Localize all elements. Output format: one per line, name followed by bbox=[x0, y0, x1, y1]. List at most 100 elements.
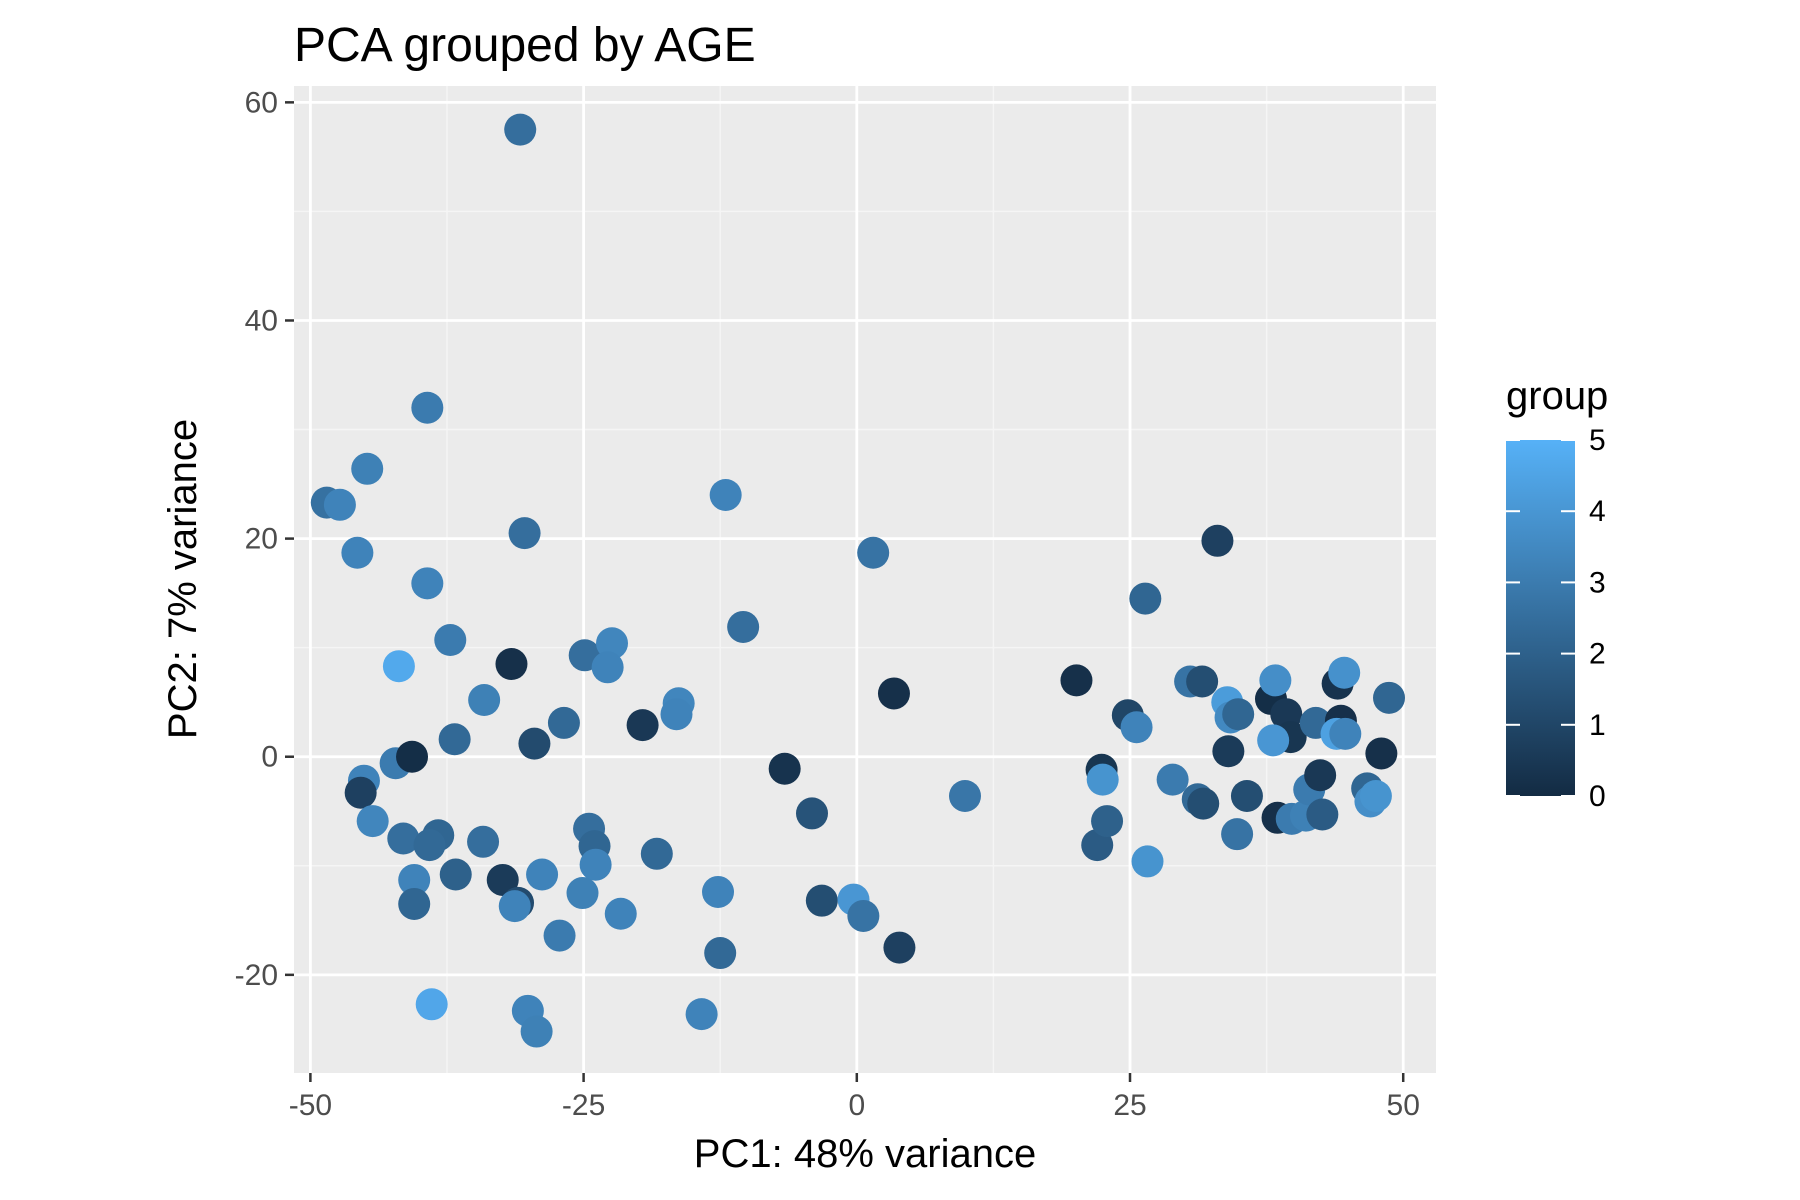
x-tick-label: 50 bbox=[1387, 1089, 1420, 1122]
x-axis-title: PC1: 48% variance bbox=[694, 1132, 1036, 1176]
data-point bbox=[434, 624, 467, 657]
data-point bbox=[847, 899, 880, 932]
data-point bbox=[1259, 664, 1292, 697]
legend-tick-label: 3 bbox=[1589, 566, 1606, 599]
data-point bbox=[857, 536, 890, 569]
data-point bbox=[1304, 759, 1337, 792]
data-point bbox=[508, 517, 541, 550]
data-point bbox=[356, 805, 389, 838]
data-point bbox=[709, 478, 742, 511]
data-point bbox=[626, 709, 659, 742]
data-point bbox=[438, 723, 471, 756]
data-point bbox=[1060, 664, 1093, 697]
data-point bbox=[1131, 845, 1164, 878]
data-point bbox=[1373, 681, 1406, 714]
data-point bbox=[768, 752, 801, 785]
data-point bbox=[591, 651, 624, 684]
legend-tick-label: 2 bbox=[1589, 638, 1606, 671]
data-point bbox=[702, 875, 735, 908]
legend-tick-label: 1 bbox=[1589, 709, 1606, 742]
data-point bbox=[1257, 724, 1290, 757]
data-point bbox=[640, 837, 673, 870]
data-point bbox=[467, 825, 500, 858]
data-point bbox=[660, 698, 693, 731]
data-point bbox=[1129, 582, 1162, 615]
grid-minor bbox=[294, 86, 1436, 1073]
data-point bbox=[1086, 763, 1119, 796]
data-point bbox=[387, 822, 420, 855]
data-points bbox=[310, 113, 1406, 1048]
data-point bbox=[398, 887, 431, 920]
data-point bbox=[727, 610, 760, 643]
data-point bbox=[495, 648, 528, 681]
legend: group 0 1 2 3 4 5 bbox=[1506, 374, 1608, 813]
y-axis: -20 0 20 40 60 bbox=[235, 86, 294, 992]
y-tick-label: 0 bbox=[261, 741, 278, 774]
x-tick-label: 0 bbox=[848, 1089, 865, 1122]
y-axis-title: PC2: 7% variance bbox=[161, 419, 205, 739]
legend-colorbar bbox=[1506, 440, 1575, 796]
y-tick-label: 40 bbox=[245, 304, 278, 337]
data-point bbox=[604, 897, 637, 930]
data-point bbox=[1156, 763, 1189, 796]
x-tick-label: -50 bbox=[289, 1089, 332, 1122]
x-tick-label: -25 bbox=[562, 1089, 605, 1122]
legend-title: group bbox=[1506, 374, 1608, 418]
y-tick-label: 60 bbox=[245, 86, 278, 119]
data-point bbox=[877, 677, 910, 710]
data-point bbox=[520, 1015, 553, 1048]
data-point bbox=[805, 884, 838, 917]
data-point bbox=[486, 863, 519, 896]
data-point bbox=[504, 113, 537, 146]
data-point bbox=[579, 848, 612, 881]
data-point bbox=[566, 877, 599, 910]
legend-ticks: 0 1 2 3 4 5 bbox=[1506, 424, 1606, 813]
data-point bbox=[1081, 829, 1114, 862]
data-point bbox=[704, 937, 737, 970]
data-point bbox=[1201, 524, 1234, 557]
data-point bbox=[1365, 737, 1398, 770]
data-point bbox=[415, 988, 448, 1021]
data-point bbox=[411, 391, 444, 424]
legend-tick-label: 0 bbox=[1589, 780, 1606, 813]
data-point bbox=[518, 727, 551, 760]
data-point bbox=[1186, 665, 1219, 698]
data-point bbox=[1306, 798, 1339, 831]
data-point bbox=[883, 931, 916, 964]
data-point bbox=[547, 706, 580, 739]
data-point bbox=[382, 650, 415, 683]
data-point bbox=[543, 919, 576, 952]
data-point bbox=[398, 863, 431, 896]
data-point bbox=[685, 998, 718, 1031]
data-point bbox=[498, 890, 531, 923]
data-point bbox=[439, 858, 472, 891]
data-point bbox=[396, 740, 429, 773]
data-point bbox=[344, 776, 377, 809]
data-point bbox=[1120, 711, 1153, 744]
chart-title: PCA grouped by AGE bbox=[294, 19, 756, 72]
data-point bbox=[1328, 656, 1361, 689]
y-tick-label: -20 bbox=[235, 959, 278, 992]
legend-tick-label: 5 bbox=[1589, 424, 1606, 457]
data-point bbox=[468, 684, 501, 717]
data-point bbox=[1329, 717, 1362, 750]
data-point bbox=[596, 627, 629, 660]
data-point bbox=[948, 779, 981, 812]
data-point bbox=[323, 488, 356, 521]
data-point bbox=[1221, 818, 1254, 851]
x-tick-label: 25 bbox=[1113, 1089, 1146, 1122]
data-point bbox=[795, 797, 828, 830]
data-point bbox=[341, 536, 374, 569]
data-point bbox=[351, 452, 384, 485]
data-point bbox=[411, 567, 444, 600]
data-point bbox=[1230, 779, 1263, 812]
data-point bbox=[1222, 698, 1255, 731]
x-axis: -50 -25 0 25 50 bbox=[289, 1073, 1420, 1122]
data-point bbox=[413, 829, 446, 862]
data-point bbox=[526, 858, 559, 891]
legend-tick-label: 4 bbox=[1589, 495, 1606, 528]
data-point bbox=[1091, 805, 1124, 838]
y-tick-label: 20 bbox=[245, 523, 278, 556]
data-point bbox=[1187, 787, 1220, 820]
